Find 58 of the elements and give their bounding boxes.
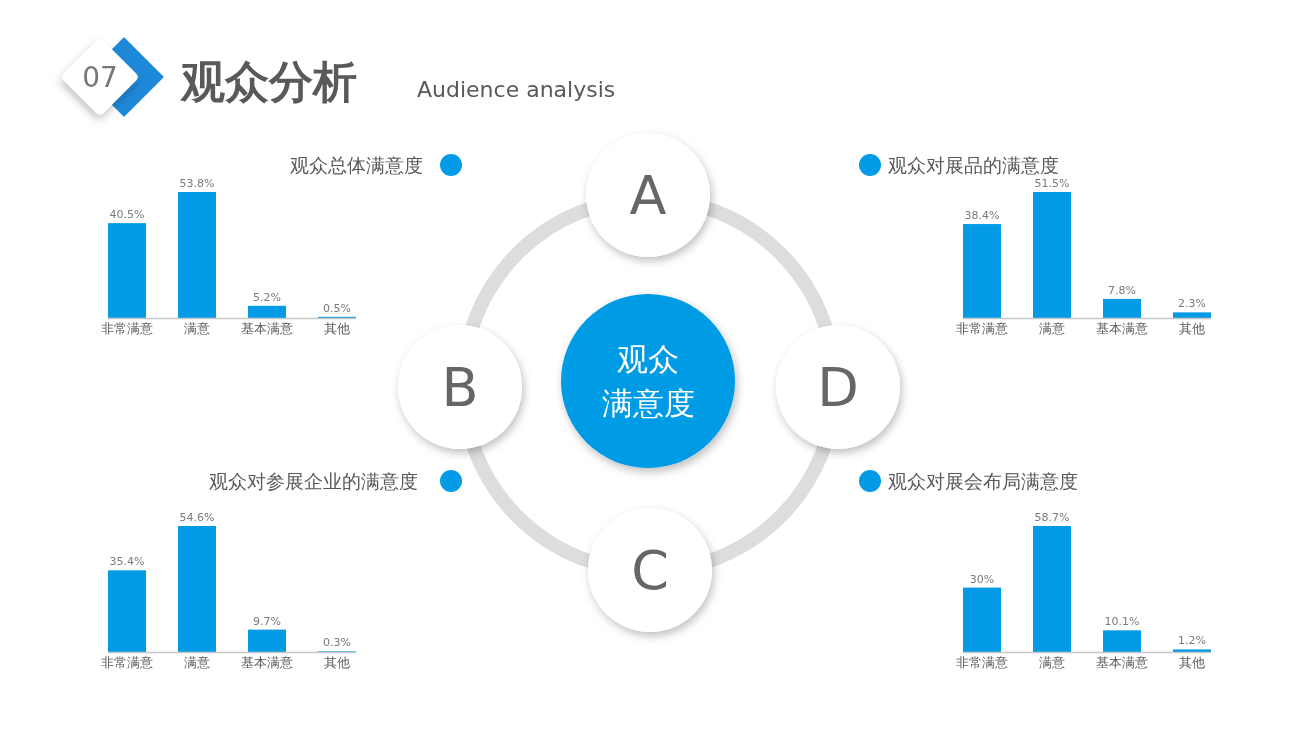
x-tick-label: 基本满意 [1096,321,1148,336]
x-tick-label: 其他 [324,655,350,670]
text: 观众满意度 [601,341,695,422]
bar [178,526,216,652]
data-label: 7.8% [1108,283,1136,297]
x-tick-label: 满意 [184,655,210,670]
x-tick-label: 其他 [324,321,350,336]
bar [178,192,216,318]
data-label: 0.3% [323,636,351,650]
data-label: 30% [969,572,995,586]
chart-title: 观众对参展企业的满意度 [209,469,418,492]
text: D [817,356,859,420]
data-label: 5.2% [253,290,281,304]
x-tick-label: 基本满意 [1096,655,1148,670]
data-label: 51.5% [1034,177,1070,190]
bar [1103,298,1141,318]
data-label: 53.8% [179,177,215,190]
x-tick-label: 满意 [184,321,210,336]
data-label: 2.3% [1178,297,1206,311]
text: B [441,356,479,420]
data-label: 10.1% [1104,615,1140,629]
data-label: 35.4% [109,555,145,569]
x-tick-label: 非常满意 [101,321,153,336]
x-tick-label: 其他 [1179,321,1205,336]
data-label: 58.7% [1034,511,1070,524]
x-tick-label: 基本满意 [241,321,293,336]
bar [248,305,286,318]
bar [1173,312,1211,318]
bar [963,224,1001,318]
x-tick-label: 其他 [1179,655,1205,670]
bar [1033,192,1071,318]
data-label: 0.5% [323,301,351,315]
data-label: 9.7% [253,614,281,628]
chart-title: 观众对展会布局满意度 [888,469,1078,492]
data-label: 1.2% [1178,634,1206,648]
text: A [629,164,667,228]
x-tick-label: 非常满意 [101,655,153,670]
bar [108,223,146,318]
chart-title: 观众总体满意度 [290,153,423,176]
text: 07 [82,61,118,95]
bar [963,587,1001,652]
chart-title: 观众对展品的满意度 [888,153,1059,176]
data-label: 54.6% [179,511,215,524]
text: C [631,539,669,603]
bar [1033,526,1071,652]
bar [1173,649,1211,652]
x-tick-label: 基本满意 [241,655,293,670]
data-label: 40.5% [109,208,145,222]
x-tick-label: 满意 [1039,321,1065,336]
x-tick-label: 非常满意 [956,655,1008,670]
x-tick-label: 非常满意 [956,321,1008,336]
data-label: 38.4% [964,209,1000,223]
bar [1103,630,1141,652]
bar [248,629,286,652]
text: Audience analysis [417,77,616,102]
bar [108,570,146,652]
x-tick-label: 满意 [1039,655,1065,670]
text: 观众分析 [179,56,357,107]
